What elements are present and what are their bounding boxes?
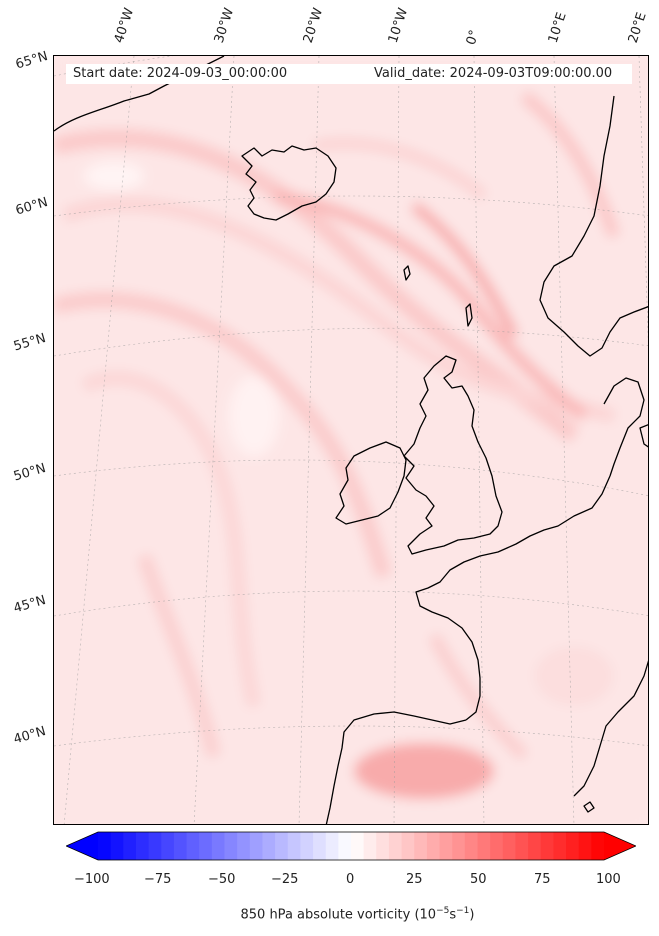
colorbar-bin xyxy=(287,832,301,860)
colorbar-bin xyxy=(515,832,529,860)
colorbar-bin xyxy=(540,832,554,860)
graticule xyxy=(54,56,648,824)
lon-label-0: 0° xyxy=(463,28,483,47)
vorticity-field xyxy=(54,56,648,824)
start-date-label: Start date: 2024-09-03_00:00:00 xyxy=(73,66,288,81)
colorbar-bin xyxy=(262,832,276,860)
colorbar-bin xyxy=(502,832,516,860)
colorbar-bin xyxy=(199,832,213,860)
colorbar-bin xyxy=(477,832,491,860)
colorbar-low-extension xyxy=(66,832,98,860)
colorbar-bin xyxy=(338,832,352,860)
map-panel xyxy=(53,55,649,825)
lon-label-10w: 10°W xyxy=(385,6,412,45)
lon-label-20w: 20°W xyxy=(300,6,327,45)
colorbar-title: 850 hPa absolute vorticity (10−5s−1) xyxy=(240,906,475,923)
colorbar-tick-m50: −50 xyxy=(208,872,236,887)
colorbar-tick-25: 25 xyxy=(406,872,423,887)
colorbar-bin xyxy=(325,832,339,860)
lon-label-40w: 40°W xyxy=(111,6,138,45)
lat-label-50n: 50°N xyxy=(12,460,48,485)
colorbar-bin xyxy=(363,832,377,860)
lat-label-60n: 60°N xyxy=(14,194,50,219)
colorbar-bin xyxy=(426,832,441,860)
colorbar-bin xyxy=(490,832,504,860)
colorbar-bin xyxy=(401,832,415,860)
colorbar-bin xyxy=(376,832,390,860)
colorbar-bin xyxy=(591,832,605,860)
colorbar-tick-m25: −25 xyxy=(271,872,299,887)
lat-label-40n: 40°N xyxy=(12,723,48,748)
continental-coast xyxy=(415,475,611,721)
header-background xyxy=(66,64,632,84)
norway-coast xyxy=(539,95,648,357)
iberia-coast xyxy=(325,711,467,824)
colorbar-bin xyxy=(123,832,137,860)
colorbar-bin xyxy=(110,832,124,860)
vorticity-map xyxy=(54,56,648,824)
colorbar-bin xyxy=(351,832,365,860)
colorbar-tick-75: 75 xyxy=(534,872,551,887)
colorbar-bin xyxy=(249,832,263,860)
colorbar-graphic xyxy=(65,831,637,861)
colorbar-bin xyxy=(578,832,592,860)
colorbar-bin xyxy=(186,832,200,860)
colorbar-bin xyxy=(313,832,327,860)
colorbar-bin xyxy=(439,832,453,860)
ireland-coast xyxy=(335,441,407,525)
great-britain-coast xyxy=(403,355,503,555)
colorbar-bin xyxy=(148,832,162,860)
colorbar-bin xyxy=(528,832,542,860)
colorbar-bin xyxy=(300,832,314,860)
colorbar-high-extension xyxy=(604,832,636,860)
valid-date-label: Valid_date: 2024-09-03T09:00:00.00 xyxy=(374,66,613,81)
colorbar-bin xyxy=(553,832,567,860)
denmark-coast xyxy=(603,377,645,477)
colorbar-tick-0: 0 xyxy=(346,872,355,887)
colorbar-bin xyxy=(566,832,580,860)
lat-label-45n: 45°N xyxy=(12,592,48,617)
colorbar-bin xyxy=(135,832,150,860)
colorbar-bin xyxy=(224,832,238,860)
lon-label-10e: 10°E xyxy=(545,10,570,46)
colorbar-bin xyxy=(452,832,466,860)
colorbar xyxy=(65,831,637,861)
colorbar-bin xyxy=(98,832,112,860)
colorbar-tick-m100: −100 xyxy=(74,872,110,887)
colorbar-bin xyxy=(161,832,175,860)
colorbar-bin xyxy=(275,832,289,860)
lat-label-65n: 65°N xyxy=(14,48,50,73)
colorbar-bin xyxy=(237,832,251,860)
lat-label-55n: 55°N xyxy=(12,330,48,355)
iceland-coast xyxy=(241,145,337,221)
colorbar-bin xyxy=(211,832,225,860)
lon-label-30w: 30°W xyxy=(211,6,238,45)
colorbar-tick-50: 50 xyxy=(470,872,487,887)
colorbar-tick-m75: −75 xyxy=(144,872,172,887)
colorbar-tick-100: 100 xyxy=(596,872,621,887)
colorbar-bin xyxy=(388,832,403,860)
colorbar-bin xyxy=(414,832,428,860)
colorbar-bin xyxy=(173,832,188,860)
lon-label-20e: 20°E xyxy=(625,10,650,46)
colorbar-bin xyxy=(464,832,478,860)
